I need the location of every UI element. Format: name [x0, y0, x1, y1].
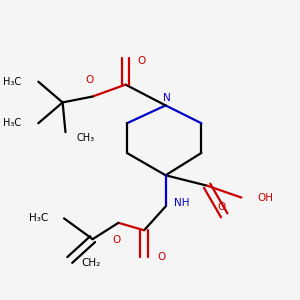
Text: N: N	[163, 93, 171, 103]
Text: O: O	[157, 252, 165, 262]
Text: O: O	[86, 75, 94, 85]
Text: NH: NH	[174, 199, 189, 208]
Text: CH₃: CH₃	[77, 133, 95, 143]
Text: O: O	[113, 235, 121, 245]
Text: H₃C: H₃C	[3, 118, 21, 128]
Text: OH: OH	[257, 193, 273, 202]
Text: H₃C: H₃C	[29, 213, 48, 224]
Text: H₃C: H₃C	[3, 76, 21, 87]
Text: CH₂: CH₂	[81, 258, 101, 268]
Text: O: O	[217, 202, 226, 212]
Text: O: O	[137, 56, 145, 66]
